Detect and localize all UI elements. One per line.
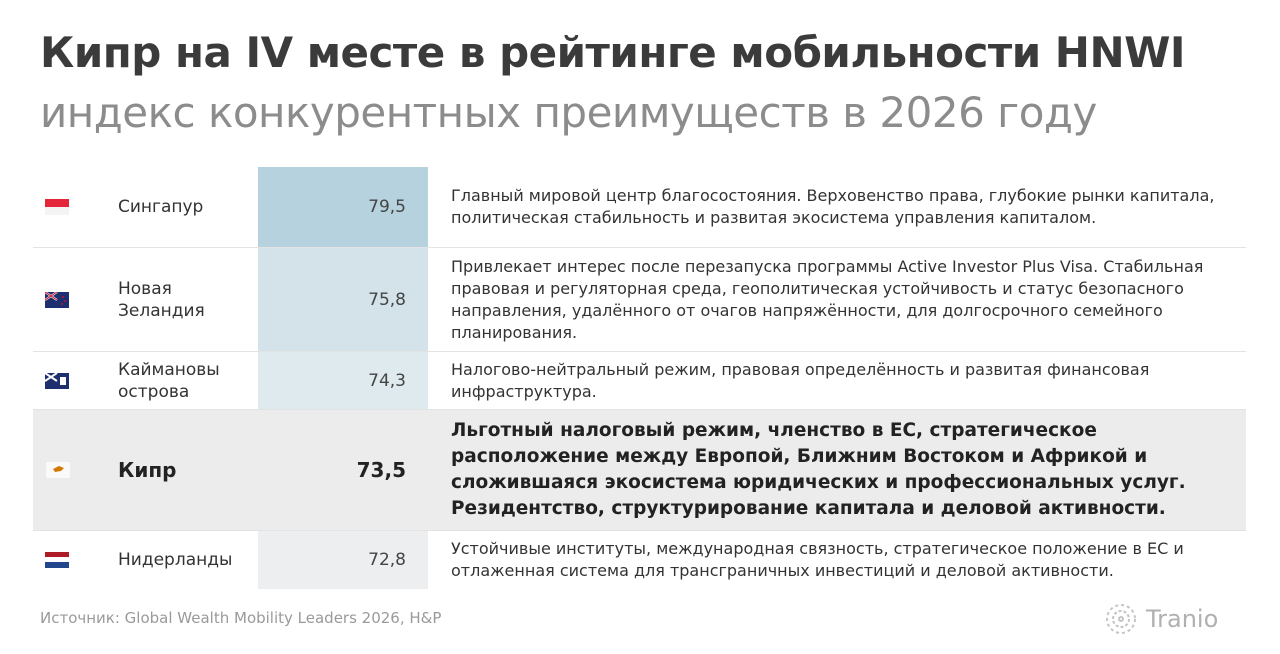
score: 75,8 bbox=[258, 248, 428, 351]
source: Источник: Global Wealth Mobility Leaders… bbox=[40, 609, 442, 627]
flag bbox=[45, 372, 69, 389]
table-row: Каймановы острова 74,3 Налогово-нейтраль… bbox=[33, 352, 1246, 410]
description: Устойчивые институты, международная связ… bbox=[451, 539, 1184, 580]
description: Налогово-нейтральный режим, правовая опр… bbox=[451, 359, 1150, 401]
flag bbox=[45, 199, 69, 215]
flag bbox=[45, 461, 71, 479]
table-row: Кипр 73,5 Льготный налоговый режим, член… bbox=[33, 410, 1246, 531]
logo-text: Tranio bbox=[1146, 605, 1219, 633]
table-row: Новая Зеландия 75,8 Привлекает интерес п… bbox=[33, 248, 1246, 352]
logo: Tranio bbox=[1104, 602, 1218, 636]
score: 74,3 bbox=[258, 352, 428, 409]
description: Привлекает интерес после перезапуска про… bbox=[451, 256, 1204, 342]
country: Сингапур bbox=[118, 197, 204, 217]
score: 79,5 bbox=[258, 167, 428, 247]
logo-icon bbox=[1106, 604, 1136, 634]
flag bbox=[45, 291, 69, 308]
table-row: Сингапур 79,5 Главный мировой центр благ… bbox=[33, 167, 1246, 248]
score: 73,5 bbox=[356, 458, 406, 482]
title: Кипр на IV месте в рейтинге мобильности … bbox=[40, 28, 1186, 77]
country: Кипр bbox=[118, 458, 177, 482]
country: Каймановы острова bbox=[118, 359, 220, 402]
flag bbox=[45, 552, 69, 568]
description: Льготный налоговый режим, членство в ЕС,… bbox=[451, 420, 1186, 519]
country: Нидерланды bbox=[118, 550, 233, 570]
subtitle: индекс конкурентных преимуществ в 2026 г… bbox=[40, 88, 1097, 137]
description: Главный мировой центр благосостояния. Ве… bbox=[451, 186, 1215, 227]
country: Новая Зеландия bbox=[118, 278, 205, 321]
score: 72,8 bbox=[258, 531, 428, 589]
table-row: Нидерланды 72,8 Устойчивые институты, ме… bbox=[33, 531, 1246, 589]
